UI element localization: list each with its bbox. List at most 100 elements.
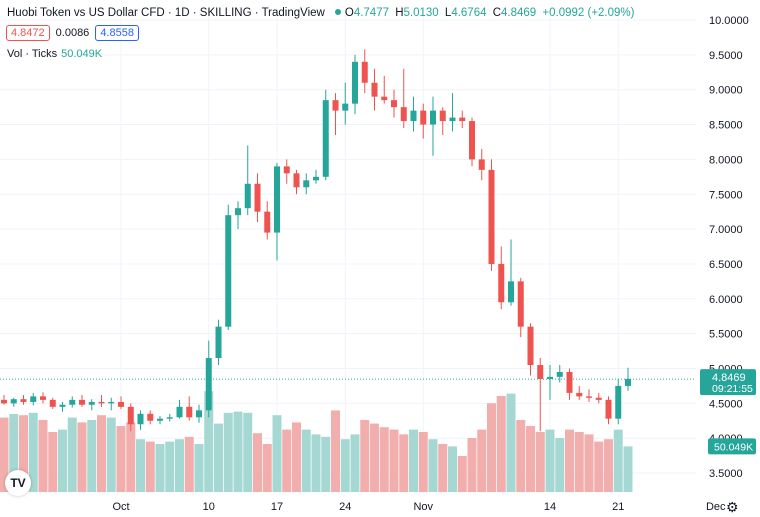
volume-bar [594,441,604,492]
volume-bar [555,438,565,492]
candle-body [127,406,134,425]
volume-bar [350,434,360,492]
candle-body [342,103,349,111]
high-label: H [395,7,404,19]
volume-bar [67,417,77,492]
candle-body [586,396,592,398]
volume-bar [370,423,379,492]
volume-bar [97,415,106,492]
time-tick-label: Dec [706,501,726,513]
volume-bar [623,446,633,492]
volume-bar [87,420,97,492]
candle-body [430,110,436,125]
candle-body [371,82,378,97]
volume-bar [496,396,506,492]
candle-body [508,281,514,303]
candle-body [605,399,612,419]
candle-body [166,417,173,419]
candles [1,49,631,432]
candle-body [10,399,17,404]
volume-bar [272,415,282,492]
candle-body [30,396,37,402]
price-tick-label: 8.5000 [709,120,743,132]
bid-ask-row: 4.8472 0.0086 4.8558 [6,25,139,41]
price-tick-label: 8.0000 [709,154,743,166]
volume-tag [708,438,756,455]
time-tick-label: 17 [271,501,283,513]
volume-bar [77,422,87,492]
volume-bar [311,434,321,492]
candle-body [176,406,183,418]
candle-body [1,399,7,404]
volume-bar [106,417,116,492]
volume-bar [565,429,574,492]
price-tick-label: 9.5000 [709,50,743,62]
price-tick-label: 10.0000 [709,15,749,27]
volume-bar [9,414,19,492]
price-tick-label: 4.5000 [709,398,743,410]
candle-body [108,401,115,404]
close-label: C [492,7,502,19]
candle-body [274,166,280,233]
candle-body [49,399,56,407]
volume-bar [545,429,555,492]
candle-body [517,281,524,327]
candle-body [381,96,388,101]
candle-body [157,418,163,421]
candle-body [79,399,85,405]
buy-button[interactable]: 4.8558 [95,25,139,41]
candle-body [186,406,193,418]
candle-body [118,401,124,407]
candle-body [235,208,241,216]
chart-legend: Huobi Token vs US Dollar CFD · 1D · SKIL… [7,7,637,19]
candle-body [215,326,222,359]
gear-icon[interactable]: ⚙ [726,499,739,515]
price-tick-label: 7.5000 [709,189,743,201]
volume-bar [155,444,165,492]
volume-bar [233,411,243,492]
candle-body [196,410,202,418]
volume-bar [340,439,350,492]
open-label: O [344,7,354,19]
candle-body [576,392,583,397]
volume-bar [487,403,496,492]
candle-body [313,176,319,181]
candle-body [400,107,407,122]
tradingview-logo-icon[interactable]: TV [5,470,31,496]
candle-body [332,100,339,111]
volume-bar [409,429,418,492]
volume-bar [360,420,370,492]
candle-body [40,396,46,400]
time-tick-label: Oct [112,501,129,513]
time-axis[interactable]: Oct 10 17 24 Nov 14 21 Dec [112,501,726,513]
price-tick-label: 7.0000 [709,224,743,236]
candle-body [439,110,446,122]
candle-body [264,211,271,233]
volume-bar [457,456,467,492]
candle-body [420,110,427,125]
volume-bar [38,420,48,492]
sell-button[interactable]: 4.8472 [6,25,50,41]
time-tick-label: 24 [339,501,351,513]
volume-bar [223,412,233,492]
volume-bar [175,439,184,492]
volume-bar [535,432,545,492]
volume-bar [321,436,331,492]
volume-bar [399,434,409,492]
candle-body [244,183,251,209]
volume-bar [604,439,613,492]
volume-bar [613,429,623,492]
countdown-label: 09:21:55 [712,383,753,395]
market-status-icon [334,9,341,15]
price-axis[interactable]: 10.0000 9.5000 9.0000 8.5000 8.0000 7.5000 7.0… [696,0,760,517]
chart-title[interactable]: Huobi Token vs US Dollar CFD · 1D · SKIL… [7,7,325,19]
candle-body [449,117,456,122]
volume-bar [516,420,526,492]
volume-legend[interactable]: Vol · Ticks 50.049K [7,48,102,60]
volume-bar [418,432,428,492]
volume-bar [28,412,38,492]
volume-tag-value: 50.049K [714,441,753,453]
open-value: 4.7477 [353,7,389,19]
